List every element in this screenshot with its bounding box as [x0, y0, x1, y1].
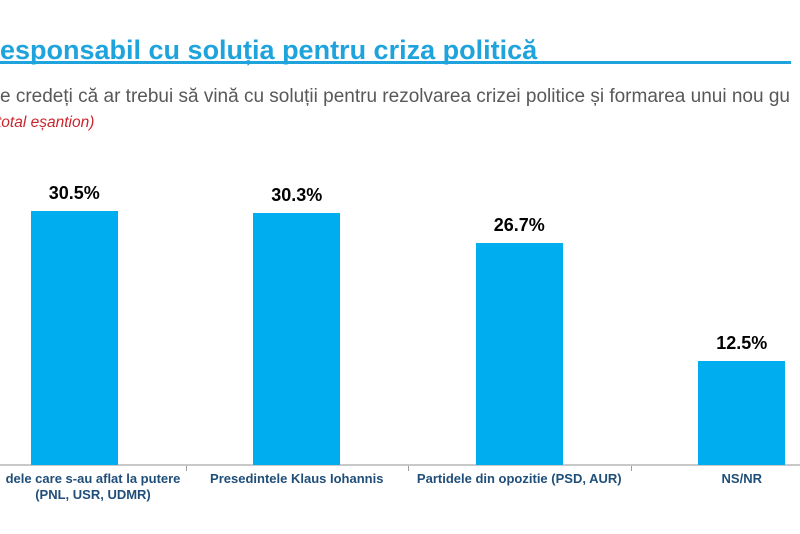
category-label: Presedintele Klaus Iohannis	[210, 471, 384, 486]
bar	[698, 361, 786, 465]
bar	[475, 243, 563, 465]
category-label: dele care s-au aflat la putere (PNL, USR,…	[5, 471, 181, 502]
bar-value-label: 12.5%	[716, 333, 768, 353]
sample-note: total eșantion)	[0, 114, 95, 131]
axis-tick	[408, 466, 409, 471]
bar-value-label: 26.7%	[493, 215, 545, 235]
bar-value-label: 30.5%	[48, 183, 100, 203]
category-label: NS/NR	[721, 471, 762, 486]
bar-value-label: 30.3%	[271, 185, 323, 205]
bar	[30, 211, 118, 465]
category-label: Partidele din opozitie (PSD, AUR)	[416, 471, 622, 486]
page-title: esponsabil cu soluția pentru criza polit…	[0, 35, 538, 66]
axis-tick	[630, 466, 632, 471]
bar	[253, 213, 341, 465]
survey-question: e credeți că ar trebui să vină cu soluți…	[0, 86, 790, 107]
x-axis-line	[0, 464, 800, 466]
title-underline	[0, 61, 791, 64]
axis-tick	[185, 466, 187, 471]
